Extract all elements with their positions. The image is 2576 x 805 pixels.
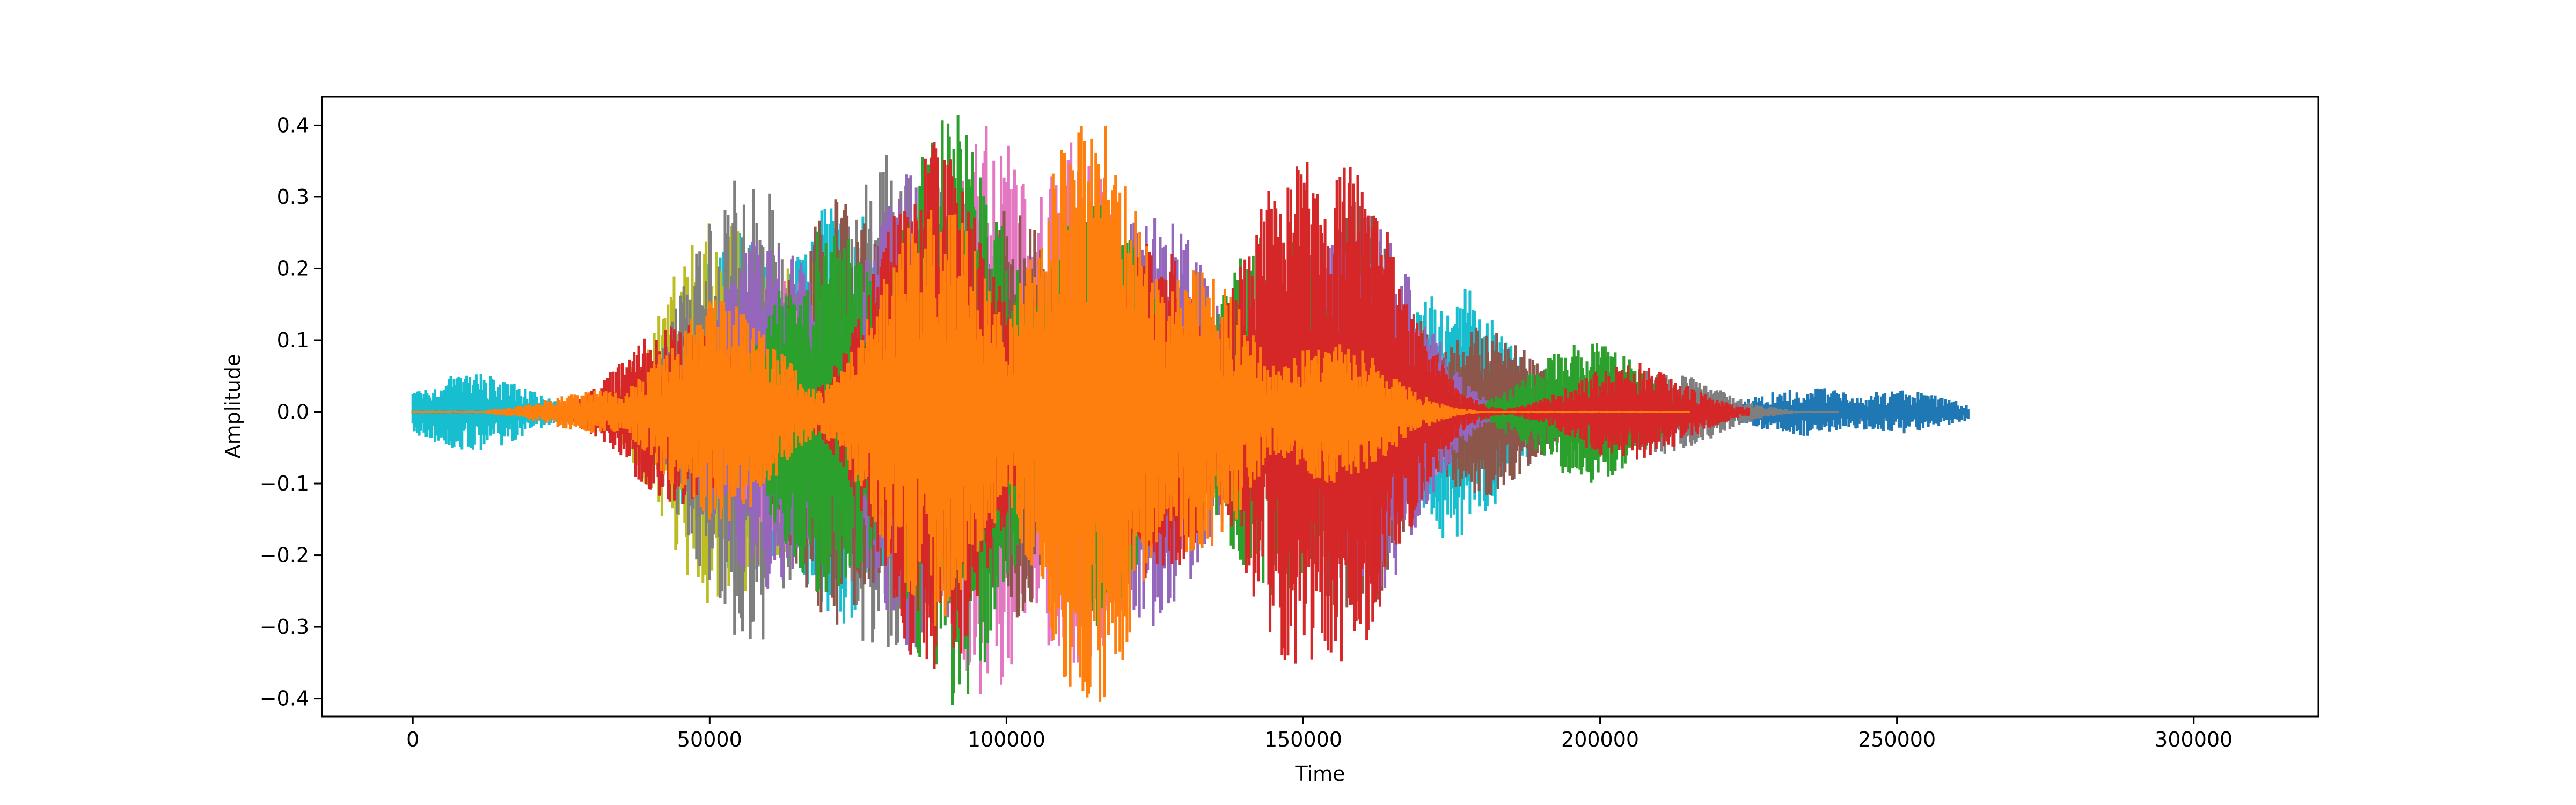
x-tick-label: 50000: [677, 728, 742, 751]
y-tick-label: −0.2: [260, 544, 309, 567]
series-layer: [411, 115, 1970, 705]
y-tick-label: −0.1: [260, 472, 309, 495]
y-tick-label: 0.0: [277, 400, 309, 424]
y-axis-label: Amplitude: [221, 354, 245, 459]
y-tick-label: −0.3: [260, 615, 309, 639]
y-tick-label: 0.3: [277, 185, 309, 209]
y-tick-label: 0.2: [277, 257, 309, 280]
x-tick-label: 150000: [1264, 728, 1342, 751]
y-tick-label: 0.1: [277, 328, 309, 352]
x-tick-label: 100000: [968, 728, 1045, 751]
y-axis: 0.4 0.3 0.2 0.1 0.0 −0.1 −0.2 −0.3 −0.4: [260, 113, 322, 711]
x-tick-label: 250000: [1858, 728, 1936, 751]
x-tick-label: 200000: [1561, 728, 1639, 751]
x-tick-label: 0: [406, 728, 419, 751]
x-axis: 0 50000 100000 150000 200000 250000 300000: [406, 716, 2233, 751]
waveform-series-10: [411, 126, 1690, 702]
y-tick-label: −0.4: [260, 687, 309, 711]
x-axis-label: Time: [1295, 762, 1345, 786]
plot-frame: [321, 96, 2319, 718]
x-tick-label: 300000: [2155, 728, 2233, 751]
y-tick-label: 0.4: [277, 113, 309, 137]
